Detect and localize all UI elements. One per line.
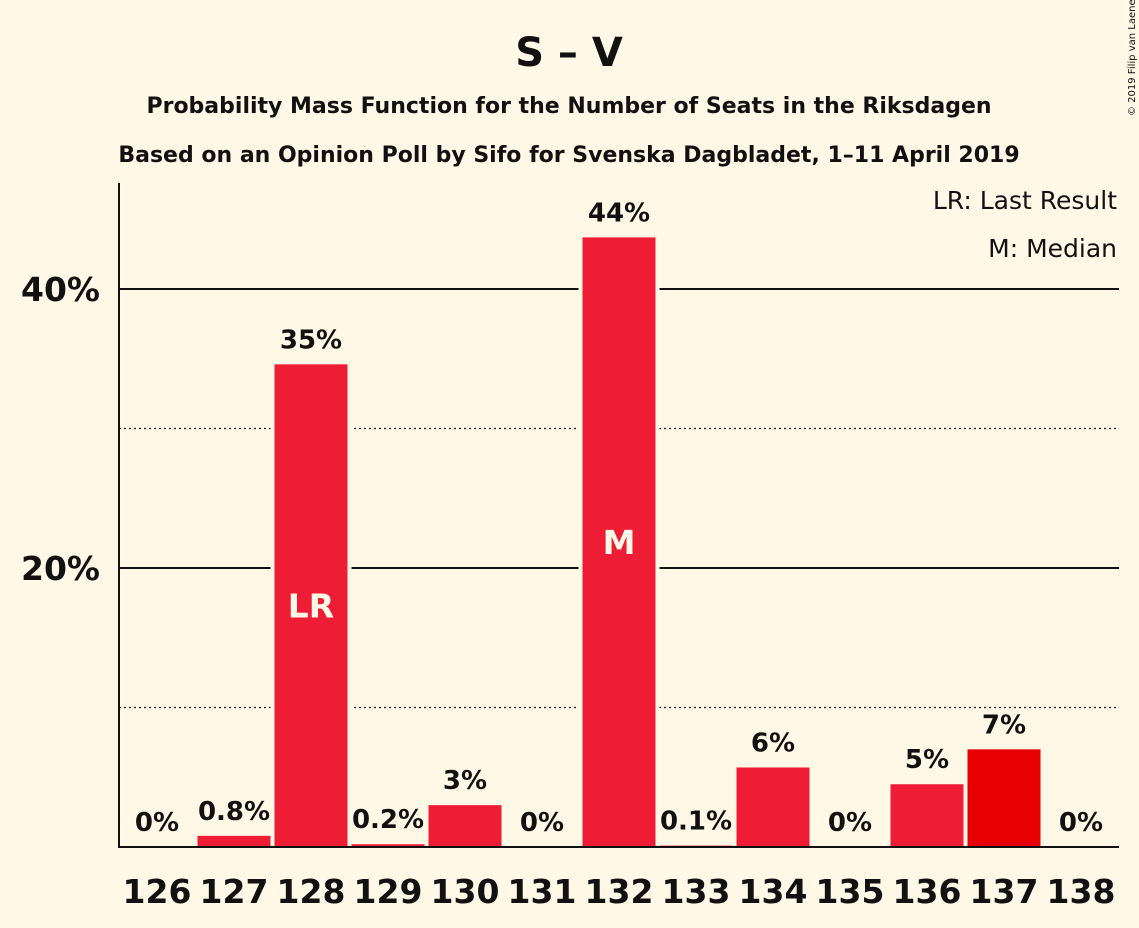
x-tick-label-131: 131 [508,872,577,911]
y-tick-label: 20% [21,549,100,588]
x-tick-label-127: 127 [200,872,269,911]
x-tick-label-133: 133 [662,872,731,911]
legend-median: M: Median [988,234,1117,263]
x-tick-label-130: 130 [431,872,500,911]
x-tick-label-126: 126 [123,872,192,911]
x-tick-label-138: 138 [1047,872,1116,911]
legend-last-result: LR: Last Result [933,186,1117,215]
bar-128 [274,364,348,847]
value-label-132: 44% [588,198,650,228]
bar-marker-lr: LR [288,587,334,626]
value-label-137: 7% [982,710,1026,740]
x-tick-label-135: 135 [816,872,885,911]
labels: 20% 40% 0% 126 0.8% 127 35% 128 LR 0.2% 129 3% 130 0%… [21,198,1115,911]
value-label-134: 6% [751,728,795,758]
chart-subtitle-2: Based on an Opinion Poll by Sifo for Sve… [118,143,1019,168]
value-label-127: 0.8% [198,797,270,827]
bar-134 [736,767,810,847]
x-tick-label-136: 136 [893,872,962,911]
value-label-138: 0% [1059,808,1103,838]
x-tick-label-137: 137 [970,872,1039,911]
bar-gap [347,841,429,847]
value-label-131: 0% [520,808,564,838]
copyright-note: © 2019 Filip van Laenen [1127,0,1138,116]
bar-gap [655,842,737,847]
bar-129 [351,844,425,847]
bars [193,234,1045,847]
axes [118,183,1119,848]
y-tick-label: 40% [21,270,100,309]
value-label-130: 3% [443,766,487,796]
chart-subtitle: Probability Mass Function for the Number… [146,94,991,119]
value-label-133: 0.1% [660,807,732,837]
chart-title: S – V [515,30,623,76]
bar-marker-m: M [603,523,636,562]
x-tick-label-128: 128 [277,872,346,911]
value-label-128: 35% [280,325,342,355]
bar-127 [197,835,271,847]
x-tick-label-129: 129 [354,872,423,911]
bar-137 [967,749,1041,847]
bar-136 [890,784,964,847]
bar-132 [582,237,656,847]
x-tick-label-132: 132 [585,872,654,911]
value-label-126: 0% [135,808,179,838]
value-label-135: 0% [828,808,872,838]
value-label-136: 5% [905,745,949,775]
value-label-129: 0.2% [352,805,424,835]
bar-130 [428,805,502,847]
x-tick-label-134: 134 [739,872,808,911]
